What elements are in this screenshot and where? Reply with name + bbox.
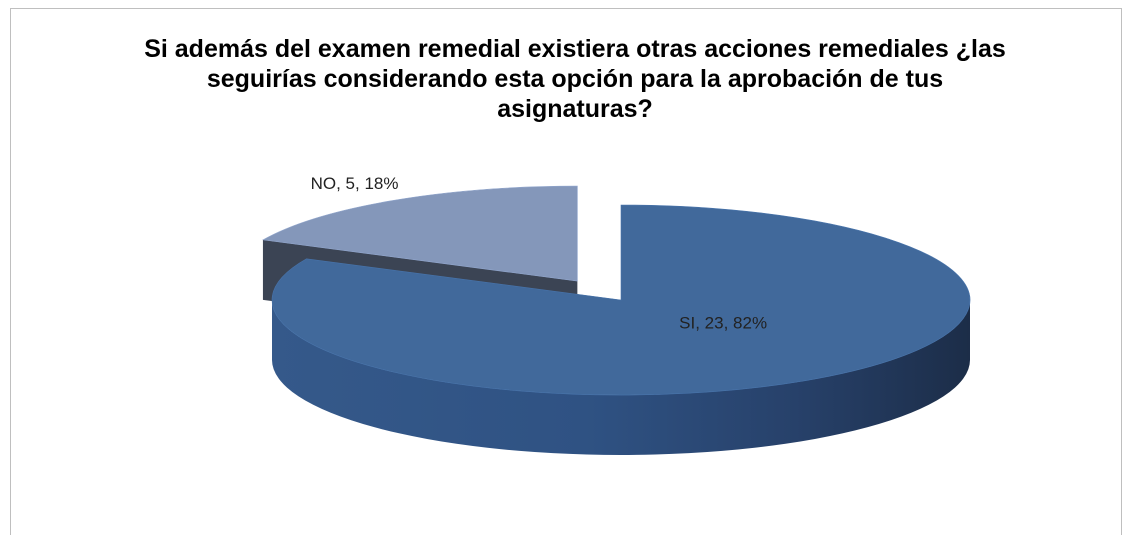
chart-title: Si además del examen remedial existiera …: [144, 35, 1006, 123]
data-label: NO, 5, 18%: [311, 174, 399, 193]
data-label: SI, 23, 82%: [679, 314, 767, 333]
slice: [262, 185, 578, 282]
chart-frame: [10, 8, 1122, 535]
slice-side: [272, 300, 970, 455]
slice: [271, 204, 971, 396]
